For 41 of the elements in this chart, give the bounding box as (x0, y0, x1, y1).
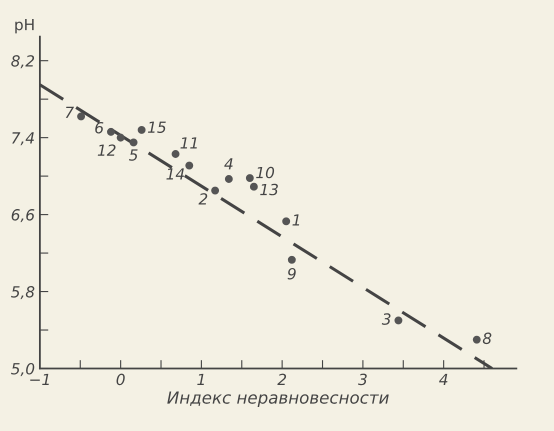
x-tick-label: 4 (439, 374, 448, 385)
point (211, 186, 220, 194)
point (138, 126, 146, 134)
annotation: 3 (382, 313, 390, 325)
annotation: 8 (482, 332, 492, 344)
annotation: 10 (256, 166, 274, 178)
point (172, 150, 180, 158)
point (185, 162, 194, 170)
annotation: 4 (224, 158, 233, 170)
point (224, 175, 233, 183)
annotation: 2 (198, 193, 208, 204)
annotation: 5 (129, 149, 138, 161)
point (288, 256, 296, 264)
annotation: 9 (288, 268, 296, 280)
point (246, 174, 254, 182)
annotation: 14 (166, 168, 184, 180)
annotation: 7 (66, 106, 74, 118)
annotation: 12 (98, 144, 116, 156)
point (250, 182, 258, 191)
annotation: 6 (95, 122, 104, 134)
point (77, 112, 86, 120)
annotation: 1 (292, 214, 300, 226)
x-tick-label: 1 (197, 374, 204, 385)
x-tick-label: 0 (116, 374, 125, 386)
point (472, 336, 481, 344)
y-axis-title: pH (15, 19, 34, 34)
y-tick-label: 6,6 (12, 209, 34, 222)
x-axis-title: Индекс неравновесности (167, 391, 389, 408)
y-tick-label: 5,8 (11, 286, 34, 300)
x-tick-label: 3 (358, 374, 367, 386)
x-tick-label: 2 (277, 374, 286, 385)
point (107, 128, 115, 136)
y-tick-label: 7,4 (12, 132, 34, 146)
annotation: 11 (180, 137, 197, 148)
point (130, 138, 138, 146)
point (394, 316, 402, 324)
point (116, 134, 125, 142)
annotation: 15 (148, 122, 166, 133)
y-tick-label: 8,2 (11, 55, 34, 68)
point (282, 217, 290, 226)
annotation: 13 (260, 184, 278, 196)
